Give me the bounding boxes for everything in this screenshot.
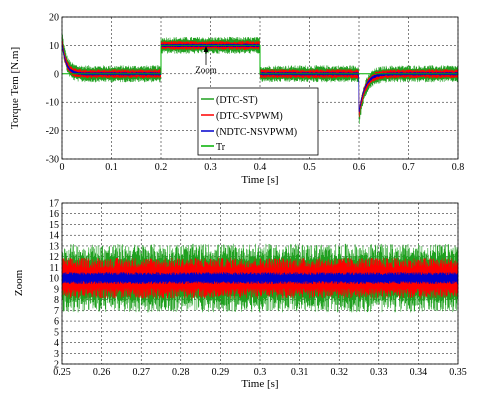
x-tick-label: 0.27 [132, 367, 150, 378]
zoom-annotation: Zoom [195, 46, 217, 75]
x-tick-label: 0.4 [254, 162, 267, 173]
y-tick-label: 5 [54, 327, 59, 338]
y-tick-label: -30 [46, 155, 59, 166]
y-tick-label: 13 [49, 241, 59, 252]
legend-item: (DTC-ST) [201, 95, 258, 106]
zoom-panel: 0.25 0.26 0.27 0.28 0.29 0.3 0.31 0.32 0.33 0.34 0… [13, 199, 467, 391]
legend: (DTC-ST) (DTC-SVPWM) (NDTC-NSVPWM) Tr [197, 87, 319, 156]
y-tick-label: 12 [49, 252, 59, 263]
x-tick-label: 0.8 [452, 162, 465, 173]
x-tick-label: 0.7 [402, 162, 415, 173]
x-tick-label: 0.29 [212, 367, 230, 378]
x-tick-label: 0.5 [303, 162, 316, 173]
torque-panel: 0 0.1 0.2 0.3 0.4 0.5 0.6 0.7 0.8 -30 -20 -10 0 10 20… [9, 13, 464, 187]
legend-item: (DTC-SVPWM) [201, 111, 283, 122]
y-tick-label: 14 [49, 231, 59, 242]
torque-y-ticks: -30 -20 -10 0 10 20 [46, 13, 59, 166]
x-tick-label: 0.34 [410, 367, 428, 378]
x-tick-label: 0.32 [330, 367, 348, 378]
x-tick-label: 0.3 [204, 162, 217, 173]
y-tick-label: 11 [49, 263, 59, 274]
y-tick-label: 20 [49, 13, 59, 24]
y-tick-label: 17 [49, 199, 59, 210]
legend-box [197, 87, 319, 156]
legend-item: Tr [201, 142, 226, 153]
y-tick-label: 15 [49, 220, 59, 231]
x-tick-label: 0.26 [93, 367, 111, 378]
y-tick-label: 9 [54, 284, 59, 295]
legend-item: (NDTC-NSVPWM) [201, 127, 297, 138]
y-tick-label: 6 [54, 317, 59, 328]
zoom-x-ticks: 0.25 0.26 0.27 0.28 0.29 0.3 0.31 0.32 0.33 0.34 0… [53, 367, 467, 378]
x-tick-label: 0.31 [291, 367, 309, 378]
series-line-tr [62, 44, 458, 75]
y-tick-label: -20 [46, 126, 59, 137]
x-tick-label: 0.28 [172, 367, 190, 378]
y-tick-label: 10 [49, 274, 59, 285]
zoom-arrow-icon [203, 46, 209, 52]
legend-label-ndtc-nsvpwm: (NDTC-NSVPWM) [216, 127, 297, 138]
zoom-plot-frame [61, 202, 459, 365]
x-tick-label: 0.25 [53, 367, 71, 378]
x-tick-label: 0.6 [353, 162, 366, 173]
y-tick-label: 16 [49, 209, 59, 220]
x-tick-label: 0.33 [370, 367, 388, 378]
legend-label-dtc-st: (DTC-ST) [216, 95, 258, 106]
y-tick-label: 10 [49, 41, 59, 52]
torque-y-label: Torque Tem [N.m] [9, 47, 21, 129]
torque-plot-frame [61, 16, 459, 160]
legend-label-dtc-svpwm: (DTC-SVPWM) [216, 111, 283, 122]
x-tick-label: 0.35 [449, 367, 467, 378]
x-tick-label: 0.3 [254, 367, 267, 378]
x-tick-label: 0.1 [105, 162, 118, 173]
y-tick-label: -10 [46, 98, 59, 109]
x-tick-label: 0.2 [155, 162, 168, 173]
legend-label-tr: Tr [216, 142, 226, 153]
torque-x-label: Time [s] [241, 174, 278, 186]
zoom-y-label: Zoom [13, 269, 25, 296]
zoom-series-line-2 [62, 272, 458, 285]
y-tick-label: 8 [54, 295, 59, 306]
y-tick-label: 3 [54, 349, 59, 360]
zoom-label: Zoom [195, 65, 217, 75]
zoom-series [62, 243, 458, 313]
y-tick-label: 2 [54, 360, 59, 371]
torque-series [62, 29, 458, 124]
y-tick-label: 4 [54, 338, 59, 349]
y-tick-label: 7 [54, 306, 59, 317]
y-tick-label: 0 [54, 69, 59, 80]
x-tick-label: 0 [60, 162, 65, 173]
torque-x-ticks: 0 0.1 0.2 0.3 0.4 0.5 0.6 0.7 0.8 [60, 162, 465, 173]
zoom-x-label: Time [s] [241, 378, 278, 390]
